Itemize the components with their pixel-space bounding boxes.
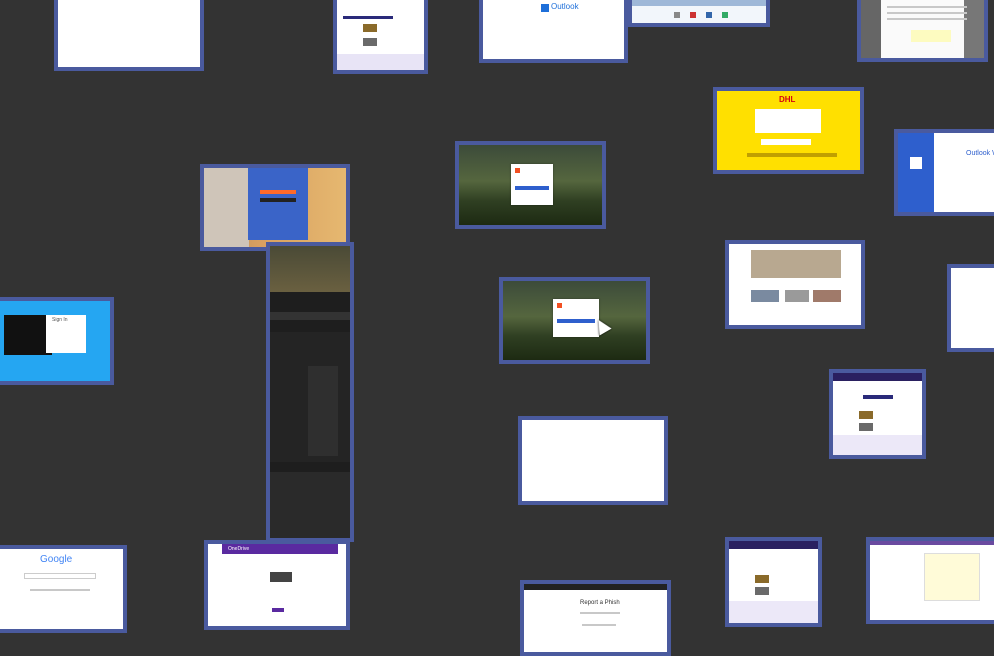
outlook-web-text: Outlook We (966, 150, 994, 157)
report-phish-title: Report a Phish (580, 600, 620, 606)
thumbnail-onedrive-office[interactable]: OneDrive (204, 540, 350, 630)
thumbnail-app-grid[interactable] (628, 0, 770, 27)
thumbnail-google[interactable]: Google (0, 545, 127, 633)
thumbnail-report-phish[interactable]: Report a Phish (520, 580, 671, 656)
thumbnail-webmail-list[interactable] (333, 0, 428, 74)
thumbnail-outlook-web-app[interactable]: Outlook We (894, 129, 994, 216)
thumbnail-dhl[interactable]: DHL (713, 87, 864, 174)
thumbnail-yellow-form[interactable] (866, 537, 994, 624)
thumbnail-webmail-purple-2[interactable] (725, 537, 822, 627)
thumbnail-blank-1[interactable] (54, 0, 204, 71)
thumbnail-onedrive-photo[interactable] (200, 164, 350, 251)
thumbnail-partial-right[interactable] (947, 264, 994, 352)
outlook-logo-text: Outlook (551, 2, 579, 11)
skype-sign-in-text: Sign In (52, 317, 68, 323)
thumbnail-document[interactable] (857, 0, 988, 62)
thumbnail-skype-login[interactable]: Sign In (0, 297, 114, 385)
thumbnail-blank-2[interactable] (518, 416, 668, 505)
dhl-logo-text: DHL (779, 95, 796, 104)
thumbnail-outlook-login[interactable]: Outlook (479, 0, 628, 63)
thumbnail-webmail-purple[interactable] (829, 369, 926, 459)
onedrive-title-text: OneDrive (228, 546, 250, 552)
thumbnail-microsoft-login-cursor[interactable] (499, 277, 650, 364)
google-logo-text: Google (40, 554, 73, 565)
thumbnail-dark-game-page[interactable] (266, 242, 354, 542)
thumbnail-microsoft-login-dark[interactable] (455, 141, 606, 229)
thumbnail-city-news[interactable] (725, 240, 865, 329)
